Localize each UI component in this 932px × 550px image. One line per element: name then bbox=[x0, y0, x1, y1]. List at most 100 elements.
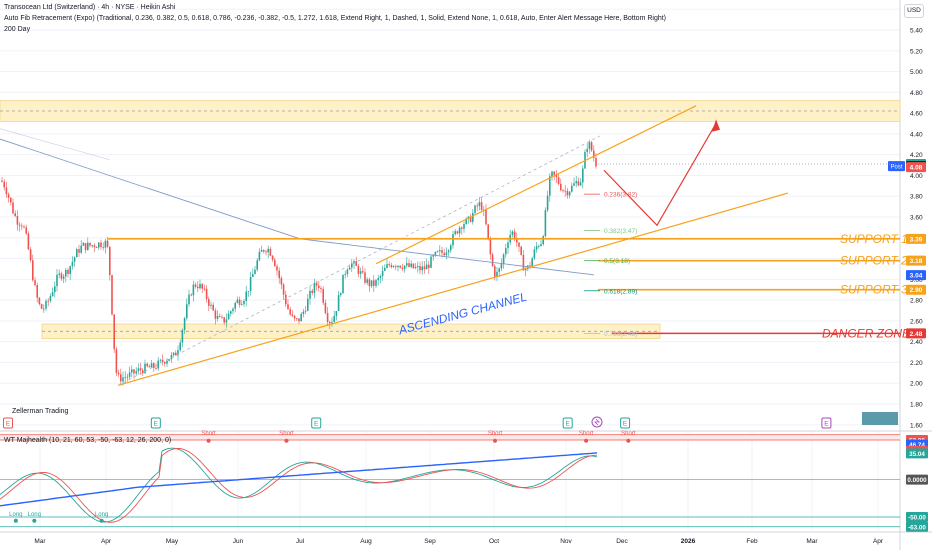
candle bbox=[337, 295, 340, 312]
candle bbox=[43, 308, 45, 310]
signal-dot bbox=[626, 438, 631, 443]
signal-dot bbox=[13, 518, 18, 523]
lightning-icon bbox=[594, 418, 600, 426]
x-tick-label: Mar bbox=[34, 538, 46, 545]
earnings-event-icon[interactable]: E bbox=[311, 417, 322, 429]
candle bbox=[313, 283, 316, 293]
candle bbox=[544, 210, 547, 237]
currency-button[interactable]: USD bbox=[904, 4, 924, 18]
projection-path bbox=[603, 123, 717, 227]
candle bbox=[186, 304, 188, 319]
price-badge bbox=[906, 233, 926, 244]
candle bbox=[566, 190, 569, 196]
x-tick-label: Oct bbox=[489, 538, 499, 545]
candle bbox=[450, 245, 452, 251]
candle bbox=[54, 286, 56, 293]
candle bbox=[241, 304, 243, 305]
candle bbox=[560, 183, 562, 191]
candle bbox=[410, 263, 412, 267]
oscillator-title[interactable]: WT Majhealth (10, 21, 60, 53, -50, -63, … bbox=[4, 437, 172, 444]
candle bbox=[384, 267, 386, 271]
candle bbox=[298, 318, 300, 322]
candle bbox=[456, 231, 459, 234]
candle bbox=[157, 360, 159, 369]
candle bbox=[280, 278, 283, 285]
candle bbox=[557, 177, 560, 184]
support-label: SUPPORT 3 bbox=[840, 283, 908, 297]
candle bbox=[201, 283, 203, 289]
earnings-event-icon[interactable]: E bbox=[150, 417, 161, 429]
candle bbox=[428, 264, 430, 268]
price-badge bbox=[906, 270, 926, 281]
candle bbox=[403, 265, 406, 269]
candle bbox=[34, 280, 36, 286]
candle bbox=[181, 329, 184, 343]
candle bbox=[76, 249, 78, 258]
candle bbox=[3, 181, 5, 188]
candle bbox=[458, 227, 461, 234]
candle bbox=[309, 290, 311, 299]
candle bbox=[36, 285, 38, 298]
scroll-thumb[interactable] bbox=[862, 412, 898, 425]
wave-trend-signal bbox=[0, 452, 598, 507]
candle bbox=[254, 269, 256, 275]
candle bbox=[571, 185, 573, 192]
danger-label: DANGER ZONE bbox=[822, 326, 911, 340]
candle bbox=[80, 245, 82, 253]
candle bbox=[507, 242, 509, 249]
candle bbox=[232, 308, 234, 312]
price-badge bbox=[906, 162, 926, 173]
earnings-event-icon[interactable]: E bbox=[620, 417, 631, 429]
candle bbox=[399, 265, 401, 268]
signal-dot bbox=[584, 438, 589, 443]
candle bbox=[511, 231, 514, 235]
y-tick-label: 4.80 bbox=[910, 90, 923, 97]
candle bbox=[260, 250, 263, 252]
oscillator-badge bbox=[906, 474, 928, 485]
earnings-event-icon[interactable]: E bbox=[3, 417, 13, 429]
candle bbox=[296, 318, 298, 320]
candle bbox=[454, 231, 456, 235]
candle bbox=[520, 246, 522, 255]
candle bbox=[236, 299, 239, 303]
candle bbox=[311, 290, 313, 293]
candle bbox=[355, 261, 357, 267]
candle bbox=[111, 275, 113, 315]
oscillator-badge-text: -50.00 bbox=[908, 515, 926, 522]
earnings-event-icon[interactable]: E bbox=[562, 417, 573, 429]
x-tick-label: Feb bbox=[746, 538, 758, 545]
price-badge-text: 4.08 bbox=[910, 165, 923, 172]
signal-dot bbox=[206, 438, 211, 443]
y-tick-label: 5.20 bbox=[910, 48, 923, 55]
candle bbox=[324, 302, 327, 314]
candle bbox=[353, 261, 355, 264]
x-tick-label: Jul bbox=[296, 538, 305, 545]
ma-indicator-label[interactable]: 200 Day bbox=[4, 26, 31, 33]
fib-indicator-label[interactable]: Auto Fib Retracement (Expo) (Traditional… bbox=[4, 15, 667, 22]
candle bbox=[5, 187, 8, 195]
candle bbox=[153, 363, 155, 368]
x-tick-label: Sep bbox=[424, 538, 436, 545]
candle bbox=[368, 279, 371, 287]
earnings-event-icon[interactable]: E bbox=[821, 417, 832, 429]
candle bbox=[91, 245, 93, 247]
candle bbox=[441, 250, 443, 254]
event-box bbox=[3, 417, 13, 429]
candle bbox=[142, 370, 144, 374]
candle bbox=[188, 294, 190, 305]
candle bbox=[485, 209, 487, 225]
candle bbox=[412, 263, 415, 269]
y-tick-label: 5.40 bbox=[910, 27, 923, 34]
y-tick-label: 4.20 bbox=[910, 152, 923, 159]
candle bbox=[285, 294, 287, 305]
candle bbox=[344, 274, 346, 275]
candle bbox=[128, 372, 131, 377]
event-box bbox=[311, 417, 322, 429]
fib-label: 0.618(2.89) bbox=[604, 288, 637, 295]
candle bbox=[133, 369, 135, 374]
chart-title: Transocean Ltd (Switzerland) · 4h · NYSE… bbox=[4, 4, 176, 11]
x-tick-label: Mar bbox=[806, 538, 818, 545]
candle bbox=[377, 278, 379, 281]
